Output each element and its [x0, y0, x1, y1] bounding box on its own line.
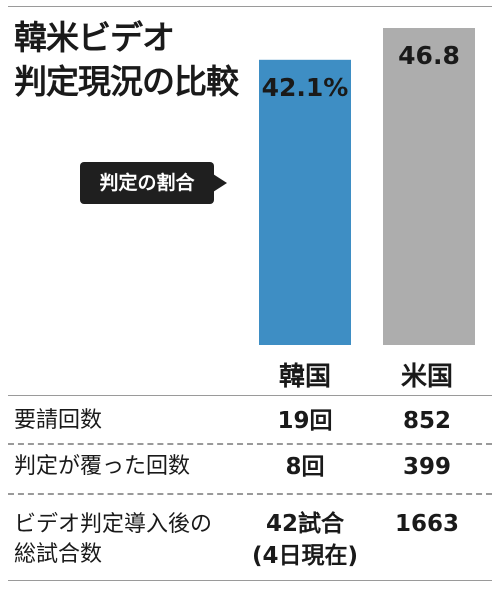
bar-korea: [259, 59, 351, 346]
cell-korea-requests: 19回: [277, 408, 333, 434]
category-label-usa: 米国: [400, 362, 453, 392]
callout-pointer: [213, 174, 227, 192]
table-top-rule: [8, 395, 492, 396]
bar-value-label-usa: 46.8: [398, 41, 460, 70]
cell-korea-total-games-line2: (4日現在): [251, 543, 359, 569]
callout-label: 判定の割合: [80, 162, 214, 204]
row-label-total-games-line1: ビデオ判定導入後の: [14, 512, 213, 537]
cell-korea-total-games-line1: 42試合: [265, 511, 344, 537]
table-bottom-rule: [8, 580, 492, 581]
frame-top-rule: [8, 6, 492, 7]
cell-usa-total-games: 1663: [394, 511, 459, 537]
row-divider-2: [8, 493, 492, 495]
cell-usa-requests: 852: [402, 408, 451, 434]
ratio-callout: 判定の割合: [80, 162, 230, 204]
cell-usa-overturned: 399: [402, 454, 451, 480]
bar-chart: 42.1% 46.8: [259, 28, 475, 346]
title-line-2: 判定現況の比較: [14, 62, 239, 101]
category-label-korea: 韓国: [278, 362, 331, 392]
chart-title: 韓米ビデオ 判定現況の比較: [14, 16, 239, 104]
title-line-1: 韓米ビデオ: [14, 18, 175, 57]
bar-usa: [383, 28, 475, 345]
row-label-overturned: 判定が覆った回数: [14, 454, 191, 479]
cell-korea-overturned: 8回: [285, 454, 325, 480]
row-divider-1: [8, 443, 492, 445]
row-label-total-games-line2: 総試合数: [14, 542, 103, 567]
row-label-requests: 要請回数: [14, 408, 103, 433]
bar-value-label-korea: 42.1%: [262, 73, 349, 102]
